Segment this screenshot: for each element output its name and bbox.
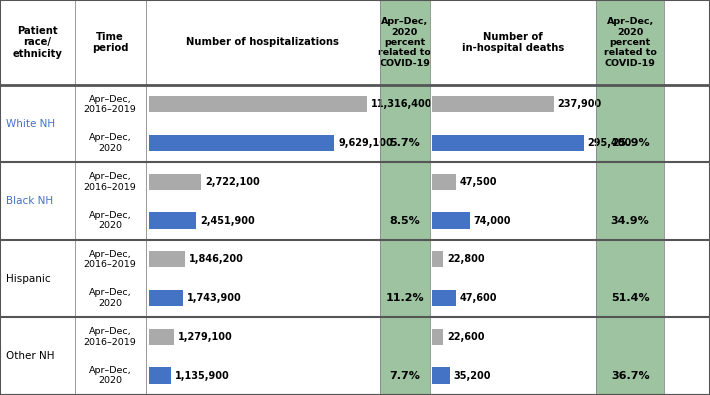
Text: Number of
in-hospital deaths: Number of in-hospital deaths [462,32,564,53]
Text: Apr–Dec,
2016–2019: Apr–Dec, 2016–2019 [84,250,136,269]
Text: 74,000: 74,000 [474,216,510,226]
Bar [380,0,430,395]
Text: 25.9%: 25.9% [611,138,650,148]
Text: 8.5%: 8.5% [389,216,420,226]
Text: Apr–Dec,
2020: Apr–Dec, 2020 [89,366,131,385]
Text: 1,846,200: 1,846,200 [189,254,244,264]
Text: Apr–Dec,
2016–2019: Apr–Dec, 2016–2019 [84,327,136,346]
Text: 295,400: 295,400 [587,138,631,148]
Text: Apr–Dec,
2016–2019: Apr–Dec, 2016–2019 [84,95,136,114]
Text: Apr–Dec,
2020
percent
related to
COVID-19: Apr–Dec, 2020 percent related to COVID-1… [604,17,657,68]
Bar [596,0,664,395]
Bar [149,96,366,113]
Text: 22,800: 22,800 [447,254,485,264]
Text: 34.9%: 34.9% [611,216,650,226]
Bar [149,213,196,229]
Text: Black NH: Black NH [6,196,53,206]
Bar [432,367,450,384]
Bar [149,367,171,384]
Text: Other NH: Other NH [6,351,54,361]
Bar [432,251,444,267]
Text: 11,316,400: 11,316,400 [371,99,432,109]
Text: 47,600: 47,600 [460,293,497,303]
Text: 2,451,900: 2,451,900 [200,216,256,226]
Text: 1,279,100: 1,279,100 [178,332,233,342]
Text: 2,722,100: 2,722,100 [206,177,261,187]
Text: 1,743,900: 1,743,900 [187,293,241,303]
Text: 11.2%: 11.2% [386,293,424,303]
Bar [149,251,185,267]
Text: 9,629,100: 9,629,100 [339,138,393,148]
Text: 35,200: 35,200 [454,371,491,381]
Text: Apr–Dec,
2020: Apr–Dec, 2020 [89,134,131,153]
Bar [149,290,182,306]
Text: White NH: White NH [6,118,55,129]
Bar [432,135,584,151]
Text: Hispanic: Hispanic [6,274,50,284]
Text: 22,600: 22,600 [447,332,484,342]
Bar [432,213,470,229]
Bar [149,174,202,190]
Text: 237,900: 237,900 [557,99,602,109]
Bar [432,329,443,345]
Text: Time
period: Time period [92,32,129,53]
Bar [149,329,174,345]
Bar [432,174,456,190]
Bar [432,96,554,113]
Text: Apr–Dec,
2020
percent
related to
COVID-19: Apr–Dec, 2020 percent related to COVID-1… [378,17,431,68]
Text: 1,135,900: 1,135,900 [175,371,230,381]
Text: Apr–Dec,
2016–2019: Apr–Dec, 2016–2019 [84,172,136,192]
Text: Apr–Dec,
2020: Apr–Dec, 2020 [89,211,131,230]
Text: Apr–Dec,
2020: Apr–Dec, 2020 [89,288,131,308]
Bar [149,135,334,151]
Text: 36.7%: 36.7% [611,371,650,381]
Text: 51.4%: 51.4% [611,293,650,303]
Bar [432,290,457,306]
Text: Patient
race/
ethnicity: Patient race/ ethnicity [12,26,62,59]
Text: 5.7%: 5.7% [389,138,420,148]
Text: 7.7%: 7.7% [389,371,420,381]
Text: Number of hospitalizations: Number of hospitalizations [186,38,339,47]
Text: 47,500: 47,500 [459,177,497,187]
